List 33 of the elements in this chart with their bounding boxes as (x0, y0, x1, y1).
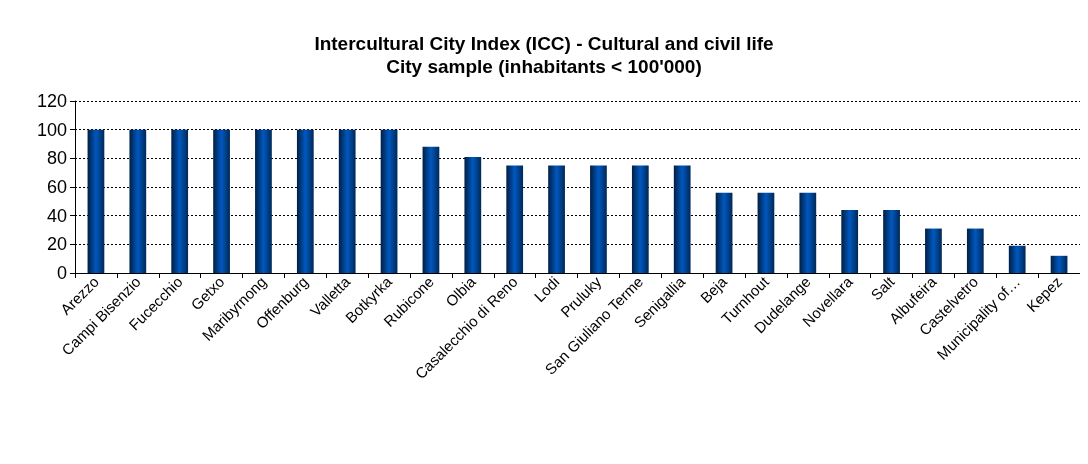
bar (464, 156, 482, 273)
bar (757, 192, 775, 273)
chart-subtitle: City sample (inhabitants < 100'000) (386, 56, 702, 77)
bar (799, 192, 817, 273)
bar (1008, 245, 1026, 273)
y-tick-label: 80 (46, 148, 67, 169)
y-tick-label: 40 (46, 205, 67, 226)
y-tick-label: 60 (46, 177, 67, 197)
bar (841, 209, 859, 273)
bar (255, 129, 272, 273)
bar (715, 192, 733, 273)
bar (548, 165, 565, 273)
bar (966, 228, 984, 273)
bar (1050, 255, 1068, 273)
bar (590, 165, 607, 273)
bar (422, 146, 440, 273)
y-tick-label: 120 (36, 91, 67, 111)
bar (129, 129, 147, 273)
bar (631, 165, 649, 273)
bar (87, 129, 105, 273)
bar (380, 129, 398, 273)
y-tick-label: 0 (56, 263, 67, 283)
bar (338, 129, 356, 273)
chart-title: Intercultural City Index (ICC) - Cultural and civil life (314, 33, 774, 54)
y-tick-label: 100 (36, 119, 67, 140)
y-tick-label: 20 (46, 234, 67, 255)
bar (925, 228, 942, 273)
bar (213, 129, 230, 273)
bar (171, 129, 189, 273)
bar (296, 129, 314, 273)
bar (883, 209, 900, 273)
bar (673, 165, 691, 273)
bar (506, 165, 524, 273)
